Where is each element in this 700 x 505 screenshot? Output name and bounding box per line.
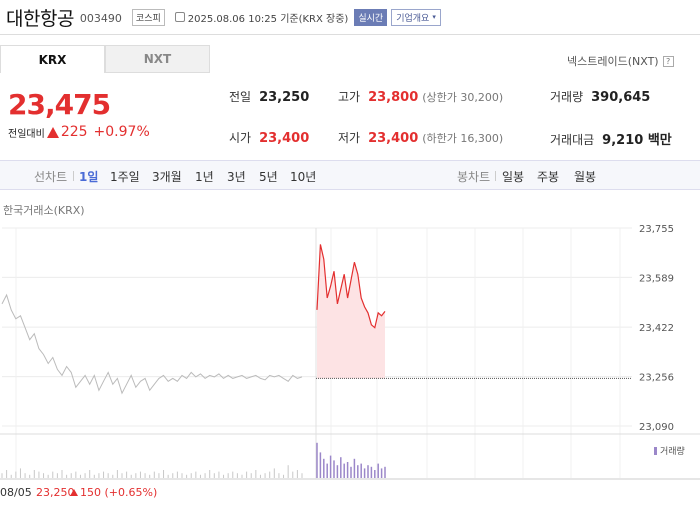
stat-prev: 전일 23,250 [229, 88, 309, 105]
stock-header: 대한항공 003490 코스피 2025.08.06 10:25 기준(KRX … [0, 0, 700, 34]
volume-bars [1, 442, 386, 478]
stat-prev-value: 23,250 [259, 90, 310, 105]
stat-volume-label: 거래량 [550, 90, 584, 104]
tab-krx[interactable]: KRX [0, 45, 105, 73]
stat-volume: 거래량 390,645 [550, 88, 650, 105]
stat-open: 시가 23,400 [229, 129, 309, 146]
stat-amount-value: 9,210 백만 [602, 133, 672, 148]
nxt-info-label: 넥스트레이드(NXT) [567, 55, 659, 68]
candle-weekly[interactable]: 주봉 [537, 170, 560, 184]
period-10y[interactable]: 10년 [290, 170, 317, 184]
up-arrow-icon [46, 126, 59, 138]
x-tick-label: 15:00 [607, 485, 639, 486]
stat-amount-label: 거래대금 [550, 133, 595, 147]
prev-date: 08/05 [0, 486, 32, 499]
candle-monthly[interactable]: 월봉 [574, 170, 597, 184]
volume-legend-swatch [654, 446, 657, 455]
period-1y[interactable]: 1년 [195, 170, 214, 184]
y-tick-label: 23,589 [639, 273, 674, 284]
stat-high-label: 고가 [338, 90, 361, 104]
prev-change: 150 (+0.65%) [70, 486, 157, 499]
y-tick-label: 23,755 [639, 224, 674, 235]
divider [73, 171, 74, 181]
help-icon[interactable]: ? [662, 55, 674, 67]
company-overview-label: 기업개요 [396, 13, 430, 24]
prev-day-line [1, 293, 303, 395]
stat-open-value: 23,400 [259, 131, 310, 146]
price-change: 전일대비 225 +0.97% [8, 124, 150, 140]
timestamp: 2025.08.06 10:25 기준(KRX 장중) [187, 13, 349, 25]
stat-high-value: 23,800 [368, 90, 419, 105]
stock-code: 003490 [79, 12, 122, 25]
change-label: 전일대비 [8, 128, 45, 140]
candle-daily[interactable]: 일봉 [502, 170, 525, 184]
volume-legend: 거래량 [654, 444, 685, 457]
stat-amount: 거래대금 9,210 백만 [550, 129, 672, 148]
nxt-info-link[interactable]: 넥스트레이드(NXT) ? [567, 53, 674, 69]
period-3y[interactable]: 3년 [227, 170, 246, 184]
divider [495, 171, 496, 181]
stat-low-value: 23,400 [368, 131, 419, 146]
change-percent: +0.97% [93, 124, 150, 140]
today-area-fill [317, 244, 385, 379]
y-axis-labels: 23,755 23,589 23,422 23,256 23,090 [639, 224, 674, 433]
market-badge: 코스피 [131, 8, 165, 26]
today-line [316, 244, 386, 329]
y-tick-label: 23,090 [639, 422, 674, 433]
y-tick-label: 23,256 [639, 373, 674, 384]
x-tick-label: 13:00 [510, 485, 542, 486]
stock-name: 대한항공 [6, 7, 74, 30]
tab-nxt[interactable]: NXT [105, 45, 210, 73]
candle-chart-label: 봉차트 [457, 170, 491, 184]
stat-open-label: 시가 [229, 131, 252, 145]
intraday-chart[interactable]: 23,755 23,589 23,422 23,256 23,090 08/06 10:0… [0, 220, 700, 486]
x-tick-label: 08/06 [317, 485, 349, 486]
chart-grid [0, 227, 700, 480]
stat-upper-limit: (상한가 30,200) [422, 91, 504, 104]
exchange-label: 한국거래소(KRX) [3, 204, 85, 217]
period-3m[interactable]: 3개월 [152, 170, 182, 184]
header-divider [0, 34, 700, 35]
chevron-down-icon: ▾ [432, 13, 436, 21]
x-tick-label: 14:00 [558, 485, 590, 486]
period-1w[interactable]: 1주일 [110, 170, 140, 184]
stat-low-label: 저가 [338, 131, 361, 145]
stat-lower-limit: (하한가 16,300) [422, 132, 504, 145]
company-overview-button[interactable]: 기업개요 ▾ [391, 8, 441, 26]
period-5y[interactable]: 5년 [259, 170, 278, 184]
x-tick-label: 11:00 [414, 485, 446, 486]
change-amount: 225 [60, 124, 88, 140]
up-arrow-icon [70, 489, 78, 496]
period-1d[interactable]: 1일 [79, 170, 99, 184]
period-bar: 선차트 1일 1주일 3개월 1년 3년 5년 10년 봉차트 일봉 주봉 월봉 [0, 160, 700, 190]
line-chart-label: 선차트 [34, 170, 68, 184]
prev-change-value: 150 (+0.65%) [80, 486, 158, 499]
volume-legend-label: 거래량 [660, 447, 685, 457]
stat-low: 저가 23,400 (하한가 16,300) [338, 129, 503, 146]
x-axis-labels: 08/06 10:00 11:00 12:00 13:00 14:00 15:00 [317, 485, 639, 486]
stat-prev-label: 전일 [229, 90, 252, 104]
current-price: 23,475 [8, 88, 111, 121]
clock-icon [174, 12, 185, 22]
stat-volume-value: 390,645 [591, 90, 651, 105]
prev-close: 23,250 [36, 486, 75, 499]
x-tick-label: 12:00 [462, 485, 494, 486]
x-tick-label: 10:00 [364, 485, 396, 486]
stat-high: 고가 23,800 (상한가 30,200) [338, 88, 503, 105]
y-tick-label: 23,422 [639, 323, 674, 334]
realtime-badge[interactable]: 실시간 [354, 8, 388, 26]
